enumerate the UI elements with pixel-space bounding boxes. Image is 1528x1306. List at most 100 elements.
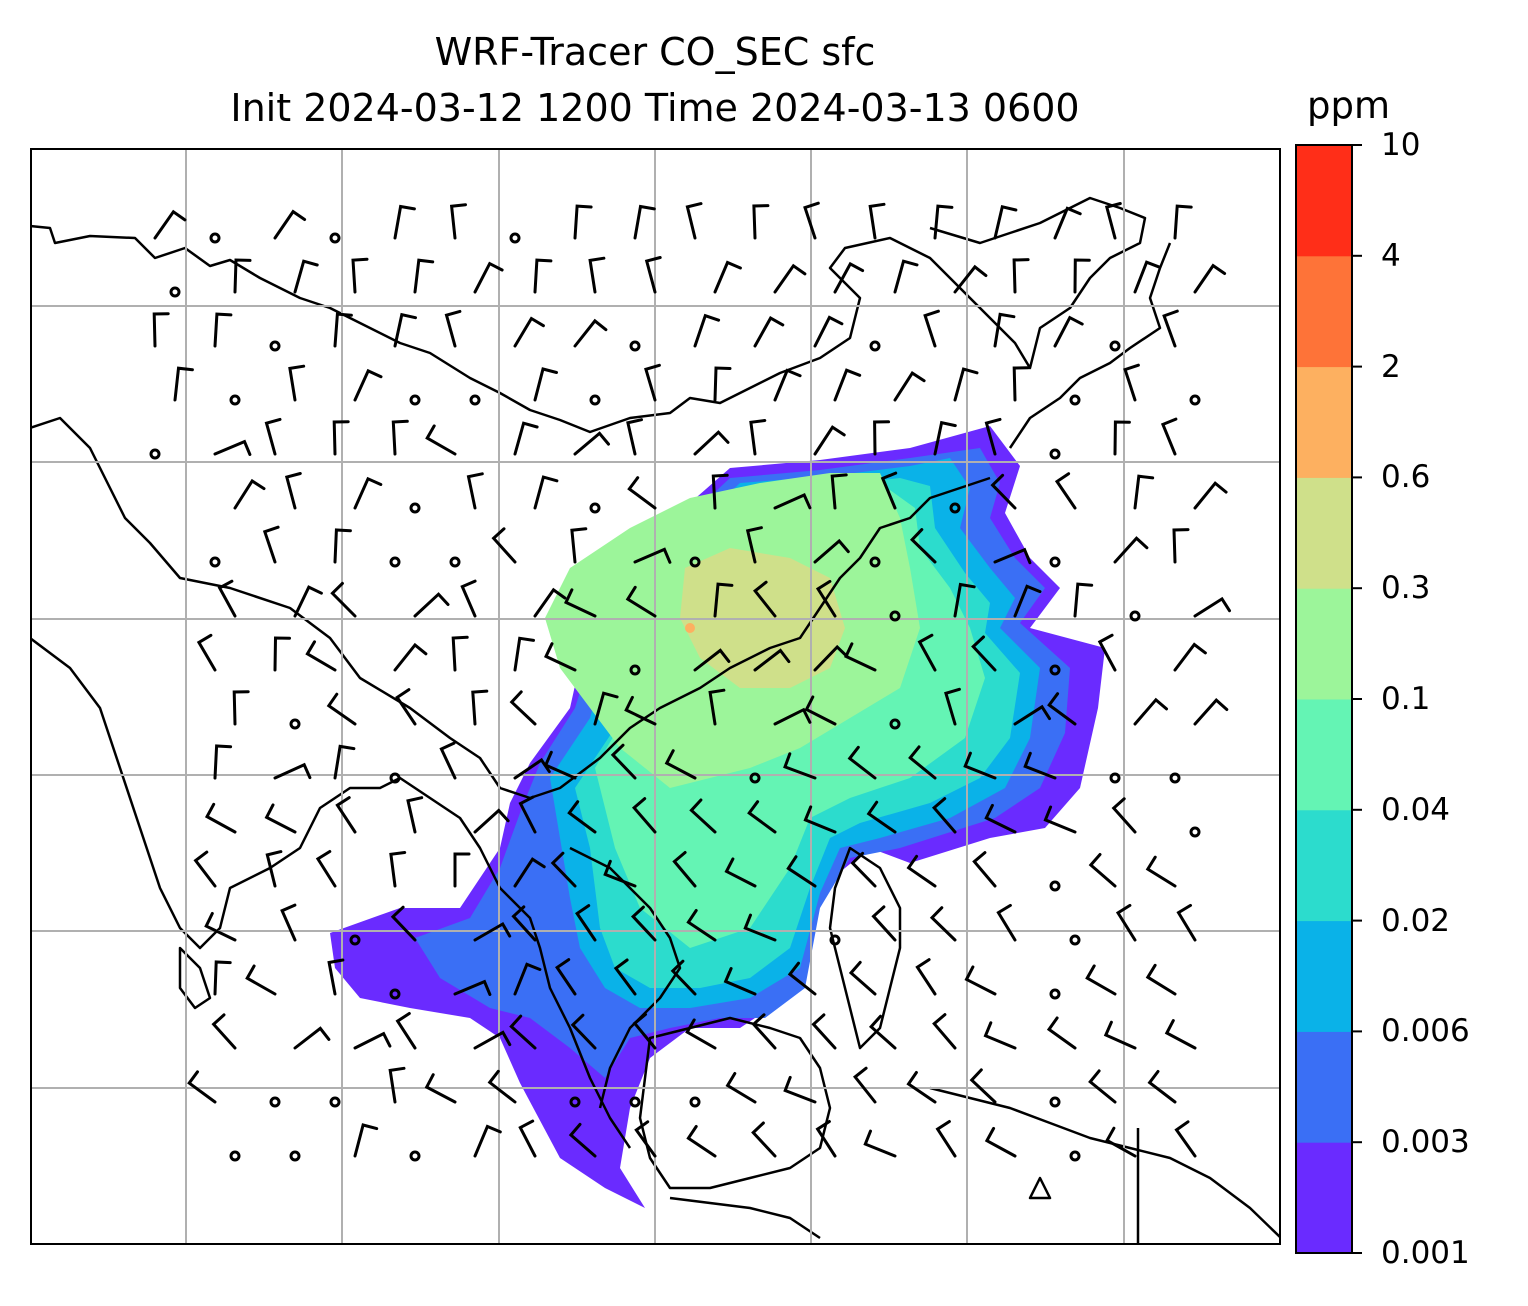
wind-barb <box>964 965 997 996</box>
wind-barb <box>984 417 1002 456</box>
wind-barb <box>644 363 661 402</box>
wind-barb <box>353 1123 379 1158</box>
wind-barb <box>550 851 577 888</box>
wind-barb <box>213 744 233 780</box>
wind-barb <box>664 749 697 780</box>
calm-wind-marker <box>1169 772 1181 784</box>
wind-barb <box>773 493 812 510</box>
wind-barb <box>813 315 844 348</box>
wind-barb <box>632 1012 657 1050</box>
wind-barb <box>315 850 337 888</box>
wind-barb <box>993 312 1016 348</box>
wind-barb <box>533 258 553 294</box>
wind-barb <box>1160 417 1178 456</box>
wind-barb <box>513 857 546 888</box>
wind-barb <box>1111 797 1137 834</box>
colorbar-tick-label: 0.02 <box>1381 902 1451 939</box>
wind-barb <box>1133 474 1155 510</box>
colorbar-tick-label: 0.6 <box>1381 459 1431 496</box>
wind-barb <box>610 743 637 780</box>
calm-wind-marker <box>449 556 461 568</box>
wind-barb <box>193 850 217 888</box>
wind-barb <box>863 1129 897 1158</box>
colorbar-segment <box>1296 366 1352 478</box>
wind-barb <box>573 204 593 240</box>
wind-barb <box>1162 309 1179 348</box>
wind-barb <box>848 960 877 996</box>
wind-barb <box>1145 855 1177 888</box>
calm-wind-marker <box>1069 934 1081 946</box>
colorbar-tick-label: 0.04 <box>1381 791 1451 828</box>
wind-barb <box>603 859 637 888</box>
wind-barb <box>880 471 898 510</box>
wind-barb <box>395 1012 417 1050</box>
wind-barb <box>393 312 417 348</box>
calm-wind-marker <box>409 1150 421 1162</box>
calm-wind-marker <box>949 502 961 514</box>
wind-barb <box>634 1120 657 1158</box>
wind-barb <box>264 803 297 834</box>
calm-wind-marker <box>869 556 881 568</box>
wind-barb <box>390 905 417 942</box>
wind-barb <box>773 263 807 294</box>
calm-wind-marker <box>689 556 701 568</box>
wind-barb <box>933 420 957 456</box>
wind-barb <box>353 368 383 402</box>
wind-barb <box>724 857 757 888</box>
wind-barb <box>211 1013 237 1050</box>
wind-barb <box>868 202 886 240</box>
calm-wind-marker <box>629 664 641 676</box>
wind-barb <box>787 961 817 996</box>
wind-barb <box>852 1066 877 1104</box>
calm-wind-marker <box>1049 448 1061 460</box>
wind-barb <box>564 588 597 618</box>
wind-barb <box>972 851 997 888</box>
wind-barb <box>293 1026 331 1050</box>
wind-barb <box>866 800 897 834</box>
colorbar-tick-label: 0.3 <box>1381 570 1431 607</box>
wind-barb <box>1043 805 1077 834</box>
wind-barb <box>708 688 726 726</box>
wind-barb <box>686 909 717 942</box>
wind-barb <box>280 903 297 942</box>
map-title-line1: WRF-Tracer CO_SEC sfc <box>434 30 876 74</box>
wind-barb <box>931 797 957 834</box>
wind-barb <box>833 261 865 294</box>
wind-barb <box>293 585 323 618</box>
colorbar-tick-label: 2 <box>1381 348 1401 385</box>
wind-barb <box>1113 420 1131 456</box>
wind-barb <box>473 808 510 834</box>
wind-barb <box>187 1070 217 1104</box>
wind-barb <box>573 318 608 348</box>
wind-barb <box>783 752 817 780</box>
wind-barb <box>811 1013 837 1050</box>
wind-barb <box>196 633 217 672</box>
wind-barb <box>284 472 302 510</box>
wind-barb <box>1073 582 1094 618</box>
colorbar-tick-label: 0.001 <box>1381 1235 1470 1271</box>
colorbar-tick-label: 0.003 <box>1381 1124 1470 1161</box>
wind-barb <box>723 967 757 996</box>
wind-barb <box>1173 204 1193 240</box>
calm-wind-marker <box>1069 394 1081 406</box>
wind-barb <box>752 204 770 240</box>
wind-barb <box>1054 472 1077 510</box>
wind-barb <box>232 690 250 726</box>
colorbar <box>1295 144 1362 1254</box>
wind-barb <box>1173 642 1207 672</box>
calm-wind-marker <box>889 610 901 622</box>
wind-barb <box>332 420 350 456</box>
calm-wind-marker <box>1129 610 1141 622</box>
wind-barb <box>518 1119 537 1158</box>
wind-barb <box>573 431 610 456</box>
wind-barb <box>425 424 457 456</box>
wind-barb <box>686 1125 717 1158</box>
calm-wind-marker <box>1049 664 1061 676</box>
wind-barb <box>204 912 237 942</box>
wind-barb <box>893 371 926 402</box>
map-panel <box>30 148 1281 1245</box>
wind-barb <box>333 528 352 564</box>
wind-barb <box>513 636 535 672</box>
colorbar-segment <box>1296 699 1352 811</box>
wind-barbs <box>149 201 1231 1162</box>
